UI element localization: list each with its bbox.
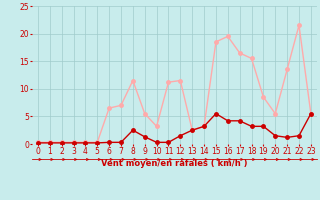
X-axis label: Vent moyen/en rafales ( km/h ): Vent moyen/en rafales ( km/h ) bbox=[101, 159, 248, 168]
